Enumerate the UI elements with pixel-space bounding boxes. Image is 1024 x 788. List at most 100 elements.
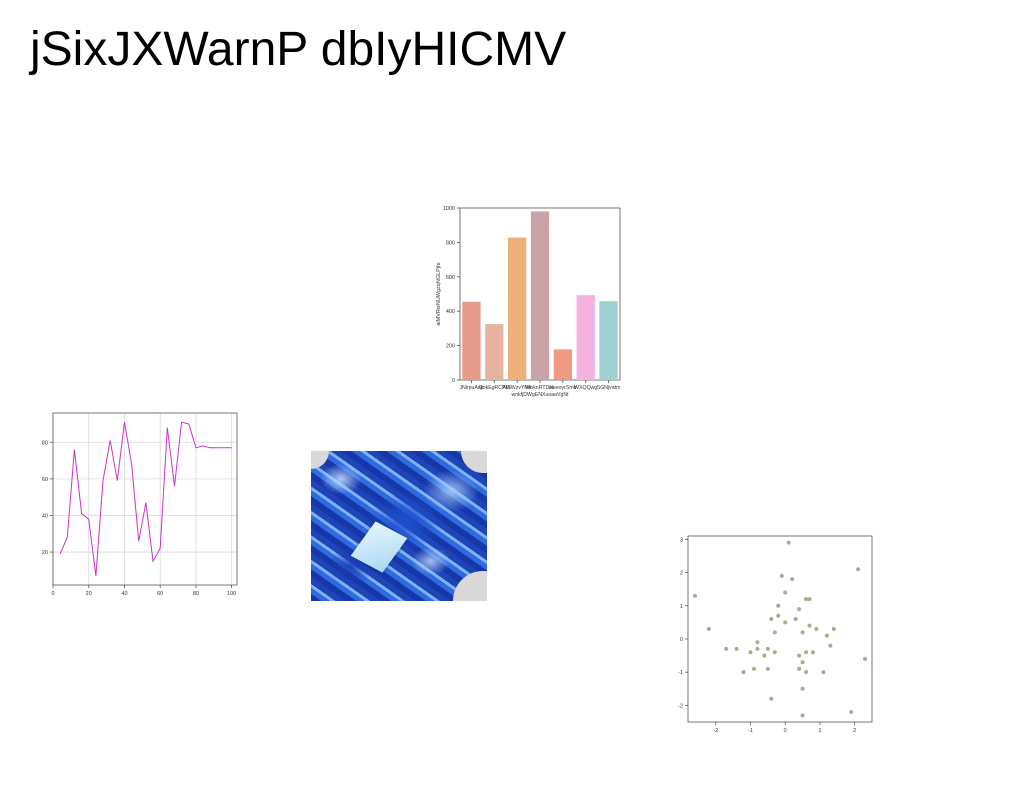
line-y-tick-label: 20 [42,550,48,556]
bar-y-tick-label: 800 [446,240,455,246]
bar-x-tick-label: WXQQwg [574,385,597,391]
scatter-point [810,650,815,655]
scatter-point [755,646,760,651]
scatter-point [769,696,774,701]
bar-x-tick-label: QokEgRCPM [479,385,510,391]
bread-photo [311,451,487,601]
line-x-tick-label: 80 [193,591,199,597]
bar [462,301,481,380]
scatter-point [797,607,802,612]
scatter-point [797,653,802,658]
scatter-point [765,646,770,651]
line-x-tick-label: 100 [227,591,236,597]
bar-x-tick-label-line2: wnkfjDWgENXuoaaVgNt [511,392,569,398]
bar [530,211,550,380]
scatter-point [741,670,746,675]
bar-x-tick-label: SGNjvatm [597,385,621,391]
scatter-y-tick-label: 2 [680,571,683,577]
line-y-tick-label: 80 [42,440,48,446]
line-chart-svg: 20 40 60 80 0 20 40 60 80 100 [42,412,238,597]
scatter-point [734,646,739,651]
bar-x-tick-label: ikeeoyrSmb [549,385,577,391]
page-title: jSixJXWarnP dbIyHICMV [30,23,567,76]
bar-x-tick-label: WoknRTDsk [526,385,555,391]
line-series [59,421,232,576]
bar [599,301,618,380]
bar-y-axis-label: aiMVRwNUWgzqNGLPjfe [436,262,442,325]
scatter-point [751,666,756,671]
scatter-x-tick-label: -1 [748,728,753,733]
scatter-point [755,640,760,645]
scatter-point [776,613,781,618]
line-x-tick-label: 0 [51,591,54,597]
scatter-point [692,593,697,598]
scatter-x-tick-label: 0 [784,728,787,733]
plate-corner [311,451,329,469]
bar-y-tick-label: 600 [446,275,455,281]
scatter-point [804,597,809,602]
line-x-tick-label: 60 [157,591,163,597]
scatter-point [793,617,798,622]
bar-y-tick-label: 0 [452,378,455,384]
scatter-point [772,630,777,635]
scatter-point [814,627,819,631]
scatter-point [769,617,774,622]
line-x-tick-label: 40 [121,591,127,597]
cheese-slice [350,521,408,573]
line-x-tick-label: 20 [86,591,92,597]
scatter-x-tick-label: 1 [818,728,821,733]
line-plot-frame [52,412,238,586]
scatter-point [800,713,805,718]
scatter-point [807,623,812,628]
scatter-point [800,686,805,691]
line-y-tick-label: 40 [42,513,48,519]
bar-chart-svg: 0 200 400 600 800 1000 JNirpuAnkQokEgRCPMMSWzv… [436,206,621,398]
line-y-tick-label: 60 [42,477,48,483]
scatter-point [765,666,770,671]
scatter-point [804,670,809,675]
scatter-y-tick-label: 0 [680,637,683,643]
scatter-chart: -2 -1 0 1 2 3 -2 -1 0 1 2 [660,528,880,734]
bar-x-tick-label: JNirpuAnk [459,385,483,391]
scatter-point [790,577,795,582]
scatter-chart-svg: -2 -1 0 1 2 3 -2 -1 0 1 2 [678,535,873,734]
scatter-point [783,590,788,595]
scatter-point [748,650,753,655]
scatter-y-tick-label: -2 [678,703,683,709]
scatter-point [804,650,809,655]
bar-y-tick-label: 200 [446,344,455,350]
bar-chart: 0 200 400 600 800 1000 JNirpuAnk QokEgRCPM MSWzv… [430,200,630,415]
scatter-point [797,666,802,671]
scatter-point [724,646,729,651]
bar [576,295,595,380]
scatter-point [828,643,833,648]
scatter-point [856,567,861,572]
bar [508,237,527,380]
bar-y-tick-label: 400 [446,309,455,315]
line-chart: 20 40 60 80 0 20 40 60 80 100 [35,405,245,600]
scatter-point [831,627,836,631]
scatter-point [849,710,854,715]
scatter-plot-frame [687,535,873,723]
scatter-point [772,650,777,655]
scatter-point [762,653,767,658]
plate-corner [461,451,487,473]
scatter-point [776,603,781,608]
scatter-point [706,627,711,631]
scatter-point [824,633,829,638]
scatter-y-tick-label: 3 [680,537,683,543]
scatter-x-tick-label: 2 [853,728,856,733]
bar [553,349,572,380]
blue-bread-photo-icon [311,451,487,601]
scatter-y-tick-label: -1 [678,670,683,676]
bar-x-tick-label: MSWzvYMk [503,385,532,391]
plate-corner [453,571,487,601]
scatter-point [800,660,805,665]
scatter-point [786,540,791,545]
bar [485,324,504,380]
scatter-point [807,597,812,602]
scatter-point [783,620,788,625]
bar-y-tick-label: 1000 [443,206,455,212]
scatter-point [821,670,826,675]
scatter-point [863,656,868,661]
